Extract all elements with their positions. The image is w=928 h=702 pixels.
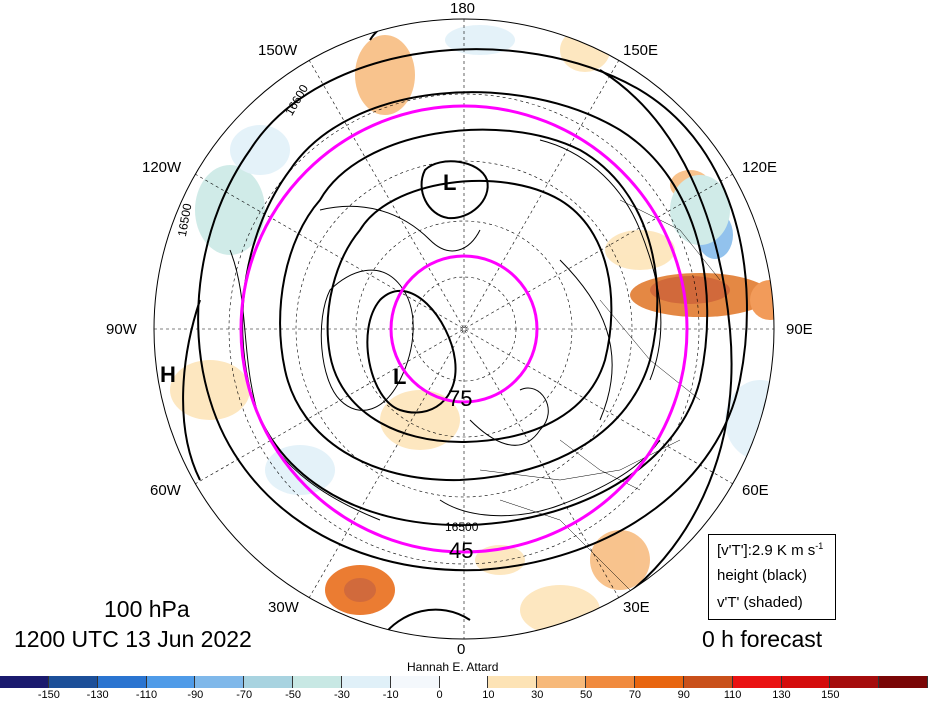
colorbar-swatch xyxy=(341,676,391,688)
colorbar-swatch xyxy=(439,676,489,688)
colorbar-tick-label: 10 xyxy=(482,689,495,701)
lon-label-60e: 60E xyxy=(742,482,769,499)
polar-stereographic-map xyxy=(153,18,775,640)
colorbar-swatch xyxy=(732,676,782,688)
colorbar xyxy=(0,676,928,688)
colorbar-swatch xyxy=(146,676,196,688)
pressure-level-title: 100 hPa xyxy=(104,596,190,622)
legend-shading-line: v'T' (shaded) xyxy=(717,594,803,611)
latitude-circle-45 xyxy=(239,104,689,554)
forecast-hour-title: 0 h forecast xyxy=(702,626,823,652)
colorbar-swatch xyxy=(488,676,538,688)
colorbar-swatch xyxy=(683,676,733,688)
colorbar-swatch xyxy=(634,676,684,688)
colorbar-tick-label: -10 xyxy=(382,689,399,701)
colorbar-swatch xyxy=(781,676,831,688)
coastlines xyxy=(229,139,662,521)
lon-label-120e: 120E xyxy=(742,159,778,176)
colorbar-tick-label: -90 xyxy=(187,689,204,701)
colorbar-tick-label: 150 xyxy=(821,689,840,701)
colorbar-tick-label: -150 xyxy=(37,689,60,701)
lon-label-0: 0 xyxy=(457,641,466,658)
colorbar-swatch xyxy=(0,676,49,688)
colorbar-swatch xyxy=(48,676,98,688)
colorbar-swatch xyxy=(830,676,880,688)
lon-label-180: 180 xyxy=(450,0,476,17)
legend-box: [v'T']:2.9 K m s-1 height (black) v'T' (… xyxy=(708,534,836,620)
lon-label-90w: 90W xyxy=(106,321,137,338)
colorbar-swatch xyxy=(586,676,635,688)
colorbar-swatch xyxy=(97,676,147,688)
legend-heat-flux-scale: [v'T']:2.9 K m s-1 xyxy=(717,541,824,559)
colorbar-tick-label: 30 xyxy=(531,689,544,701)
colorbar-tick-label: -130 xyxy=(86,689,109,701)
valid-time-title: 1200 UTC 13 Jun 2022 xyxy=(14,626,252,652)
lat-label-45: 45 xyxy=(449,538,474,563)
lon-label-150w: 150W xyxy=(258,42,298,59)
low-pressure-center-north: L xyxy=(443,170,457,195)
colorbar-tick-label: 50 xyxy=(579,689,593,701)
lat-label-75: 75 xyxy=(448,386,473,411)
lon-label-30w: 30W xyxy=(268,599,299,616)
colorbar-tick-label: -70 xyxy=(236,689,253,701)
lon-label-90e: 90E xyxy=(786,321,813,338)
colorbar-tick-label: 0 xyxy=(436,689,443,701)
colorbar-swatch xyxy=(390,676,440,688)
colorbar-tick-label: -110 xyxy=(135,689,158,701)
colorbar-swatch xyxy=(537,676,587,688)
high-pressure-center: H xyxy=(160,362,176,387)
colorbar-tick-label: 90 xyxy=(677,689,690,701)
colorbar-tick-label: -30 xyxy=(333,689,350,701)
lon-label-30e: 30E xyxy=(623,599,650,616)
colorbar-tick-label: 130 xyxy=(772,689,791,701)
colorbar-swatch xyxy=(879,676,928,688)
legend-height-line: height (black) xyxy=(717,567,808,584)
map-border xyxy=(153,18,775,640)
colorbar-tick-label: -50 xyxy=(285,689,301,701)
contour-label-16500-south: 16500 xyxy=(445,520,479,534)
lon-label-150e: 150E xyxy=(623,42,659,59)
latitude-circle-75 xyxy=(389,254,539,404)
colorbar-swatch xyxy=(293,676,342,688)
colorbar-tick-label: 70 xyxy=(628,689,642,701)
author-credit: Hannah E. Attard xyxy=(407,660,499,674)
low-pressure-center-greenland: L xyxy=(393,364,407,389)
lon-label-120w: 120W xyxy=(142,159,182,176)
colorbar-swatch xyxy=(195,676,245,688)
colorbar-swatch xyxy=(244,676,294,688)
colorbar-tick-label: 110 xyxy=(723,689,742,701)
lon-label-60w: 60W xyxy=(150,482,181,499)
